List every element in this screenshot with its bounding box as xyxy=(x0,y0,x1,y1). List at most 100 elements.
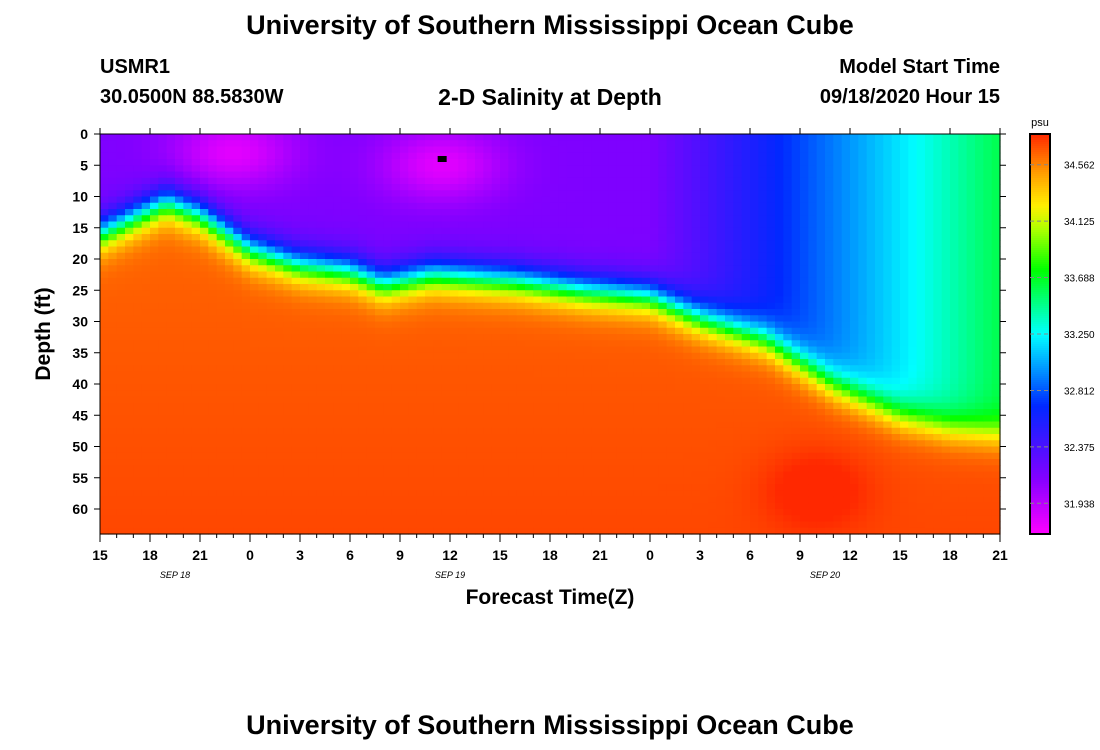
heat-cell xyxy=(683,521,693,529)
heat-cell xyxy=(691,471,701,479)
heat-cell xyxy=(216,327,226,335)
heat-cell xyxy=(591,215,601,223)
heat-cell xyxy=(700,515,709,523)
heat-cell xyxy=(500,240,509,248)
heat-cell xyxy=(633,421,643,429)
heat-cell xyxy=(466,352,476,360)
heat-cell xyxy=(183,509,193,516)
heat-cell xyxy=(108,271,118,279)
heat-cell xyxy=(208,221,218,229)
heat-cell xyxy=(575,327,584,335)
heat-cell xyxy=(241,221,251,229)
heat-cell xyxy=(583,146,593,154)
heat-cell xyxy=(283,440,293,448)
heat-cell xyxy=(725,340,734,348)
heat-cell xyxy=(258,377,268,385)
heat-cell xyxy=(233,221,243,229)
heat-cell xyxy=(575,302,584,310)
heat-cell xyxy=(275,434,284,441)
heat-cell xyxy=(400,196,409,204)
heat-cell xyxy=(416,377,426,385)
heat-cell xyxy=(358,515,368,523)
heat-cell xyxy=(300,515,309,523)
heat-cell xyxy=(525,209,534,216)
heat-cell xyxy=(191,434,201,441)
heat-cell xyxy=(600,302,609,310)
heat-cell xyxy=(733,515,743,523)
heat-cell xyxy=(233,277,243,285)
heat-cell xyxy=(508,277,518,285)
heat-cell xyxy=(483,509,493,516)
heat-cell xyxy=(375,490,384,498)
heat-cell xyxy=(108,427,118,435)
heat-cell xyxy=(258,496,268,504)
heat-cell xyxy=(433,346,443,354)
heat-cell xyxy=(550,427,559,435)
heat-cell xyxy=(516,190,526,198)
heat-cell xyxy=(308,377,318,385)
heat-cell xyxy=(475,377,484,385)
heat-cell xyxy=(216,371,226,379)
heat-cell xyxy=(291,240,301,248)
heat-cell xyxy=(558,302,568,310)
heat-cell xyxy=(175,440,184,448)
heat-cell xyxy=(258,152,268,160)
heat-cell xyxy=(150,484,159,491)
heat-cell xyxy=(525,221,534,229)
heat-cell xyxy=(741,134,751,141)
heat-cell xyxy=(700,321,709,329)
heat-cell xyxy=(408,202,418,210)
heat-cell xyxy=(333,296,343,304)
heat-cell xyxy=(241,152,251,160)
heat-cell xyxy=(225,384,234,391)
heat-cell xyxy=(300,221,309,229)
heat-cell xyxy=(358,446,368,454)
heat-cell xyxy=(475,340,484,348)
heat-cell xyxy=(625,184,634,191)
heat-cell xyxy=(358,240,368,248)
heat-cell xyxy=(741,196,751,204)
heat-cell xyxy=(591,327,601,335)
heat-cell xyxy=(475,471,484,479)
heat-cell xyxy=(366,390,376,398)
heat-cell xyxy=(158,215,168,223)
heat-cell xyxy=(516,359,526,366)
heat-cell xyxy=(233,227,243,235)
heat-cell xyxy=(541,284,551,291)
heat-cell xyxy=(575,334,584,341)
heat-cell xyxy=(341,321,351,329)
heat-cell xyxy=(466,240,476,248)
heat-cell xyxy=(525,146,534,154)
heat-cell xyxy=(150,434,159,441)
heat-cell xyxy=(408,146,418,154)
heat-cell xyxy=(275,334,284,341)
heat-cell xyxy=(108,196,118,204)
heat-cell xyxy=(600,352,609,360)
heat-cell xyxy=(425,527,434,535)
heat-cell xyxy=(391,452,401,460)
heat-cell xyxy=(616,171,626,179)
heat-cell xyxy=(433,140,443,148)
heat-cell xyxy=(275,140,284,148)
heat-cell xyxy=(516,327,526,335)
heat-cell xyxy=(550,321,559,329)
heat-cell xyxy=(633,284,643,291)
heat-cell xyxy=(383,265,393,273)
heat-cell xyxy=(166,284,176,291)
heat-cell xyxy=(166,434,176,441)
heat-cell xyxy=(600,165,609,173)
heat-cell xyxy=(300,477,309,485)
heat-cell xyxy=(350,515,359,523)
heat-cell xyxy=(316,246,326,254)
heat-cell xyxy=(350,309,359,316)
heat-cell xyxy=(166,190,176,198)
heat-cell xyxy=(616,415,626,423)
heat-cell xyxy=(208,290,218,298)
heat-cell xyxy=(241,302,251,310)
heat-cell xyxy=(708,196,718,204)
heat-cell xyxy=(375,146,384,154)
heat-cell xyxy=(191,184,201,191)
heat-cell xyxy=(258,359,268,366)
heat-cell xyxy=(433,165,443,173)
heat-cell xyxy=(616,184,626,191)
